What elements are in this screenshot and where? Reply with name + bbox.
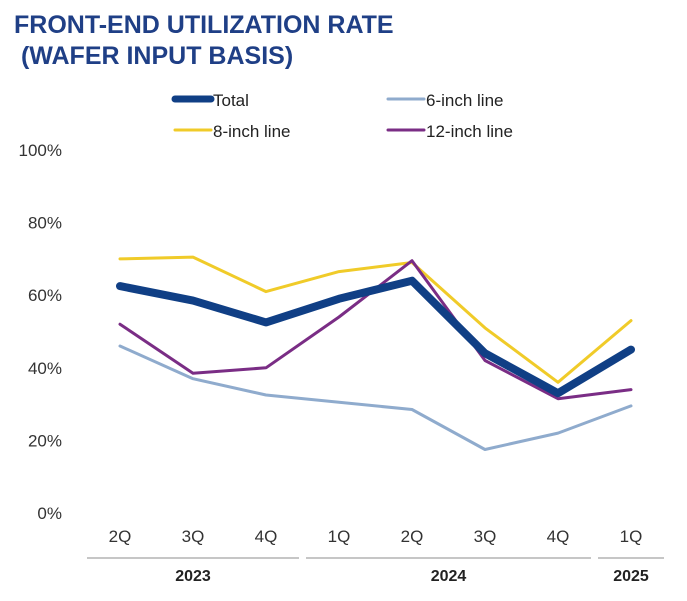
series-line-total [116,276,635,398]
legend-label-12-inch-line: 12-inch line [426,122,513,141]
y-tick-label: 60% [28,286,62,305]
y-tick-label: 0% [37,504,62,523]
x-tick-label: 3Q [474,527,497,546]
y-tick-label: 80% [28,214,62,233]
chart-title: FRONT-END UTILIZATION RATE (WAFER INPUT … [14,10,394,72]
legend-label-6-inch-line: 6-inch line [426,91,504,110]
x-tick-label: 2Q [401,527,424,546]
chart-title-line-2: (WAFER INPUT BASIS) [14,42,294,70]
series-line-8-inch-line [118,255,633,384]
y-tick-label: 20% [28,431,62,450]
year-group-label: 2024 [431,568,467,585]
chart-title-line-1: FRONT-END UTILIZATION RATE [14,11,394,39]
legend-label-8-inch-line: 8-inch line [213,122,291,141]
x-tick-label: 2Q [109,527,132,546]
x-tick-label: 4Q [547,527,570,546]
year-group-label: 2023 [175,568,211,585]
y-tick-label: 100% [19,141,62,160]
series-line-6-inch-line [118,344,633,451]
x-tick-label: 1Q [620,527,643,546]
legend-label-total: Total [213,91,249,110]
year-group-label: 2025 [613,568,649,585]
x-tick-label: 4Q [255,527,278,546]
x-tick-label: 1Q [328,527,351,546]
y-tick-label: 40% [28,359,62,378]
x-tick-label: 3Q [182,527,205,546]
